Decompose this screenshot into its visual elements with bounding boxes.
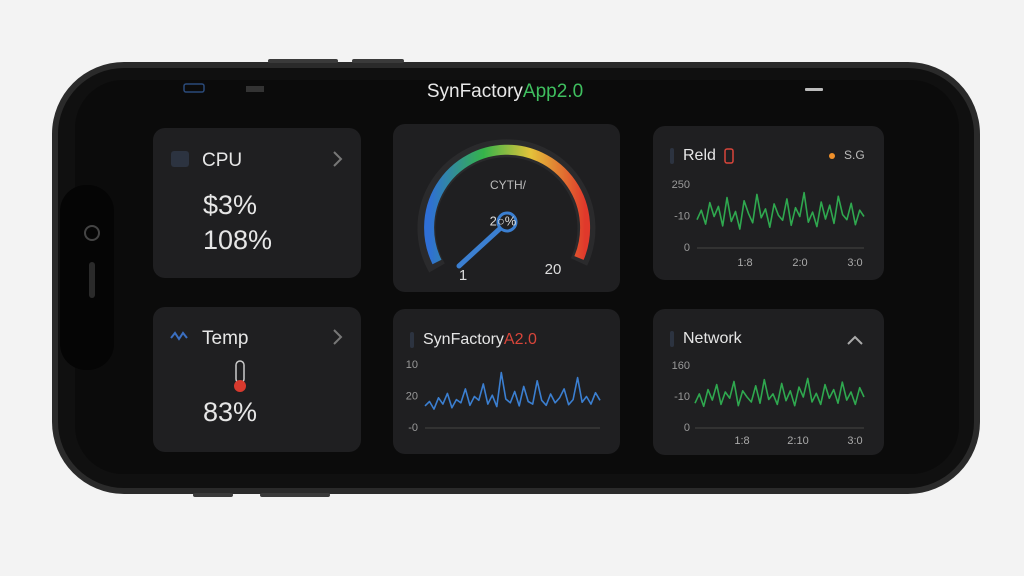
app-title: SynFactoryApp2.0	[427, 81, 583, 102]
sparkline	[694, 377, 865, 408]
x-tick-label: 3:0	[847, 257, 862, 269]
cpu-card[interactable]	[153, 128, 361, 278]
chevron[interactable]	[847, 335, 863, 345]
x-tick-label: 1:8	[737, 257, 752, 269]
side-button[interactable]	[352, 59, 404, 63]
notch	[60, 185, 114, 370]
cpu-icon	[171, 151, 189, 167]
cpu-value: 108%	[203, 225, 272, 255]
side-button[interactable]	[268, 59, 338, 63]
chart-title: SynFactoryA2.0	[423, 331, 537, 348]
chart-marker	[410, 332, 414, 348]
chart-marker	[670, 148, 674, 164]
gauge-hub	[496, 211, 518, 233]
y-tick-label: -0	[408, 422, 418, 434]
temp-card[interactable]	[153, 307, 361, 452]
cpu-label: CPU	[202, 150, 242, 171]
cpu-value: $3%	[203, 190, 257, 220]
chart-title-accent: A2.0	[504, 331, 537, 348]
y-tick-label: 20	[406, 390, 418, 402]
x-tick-label: 2:0	[792, 257, 807, 269]
chart-marker	[670, 331, 674, 347]
legend-label: S.G	[844, 148, 865, 162]
chart-title-main: Reld	[683, 147, 716, 164]
temp-value: 83%	[203, 397, 257, 427]
app-title-accent: App2.0	[523, 81, 583, 102]
app-title-main: SynFactory	[427, 81, 524, 102]
chart-card[interactable]	[393, 309, 620, 454]
y-tick-label: -10	[674, 391, 690, 403]
status-icon	[805, 88, 823, 91]
gauge-needle	[456, 221, 508, 269]
status-icon	[183, 83, 205, 93]
chart-title: Network	[683, 330, 743, 347]
camera	[84, 225, 100, 241]
legend-icon	[724, 148, 734, 164]
temp-label: Temp	[202, 328, 248, 349]
chart-title: Reld	[683, 147, 716, 164]
y-tick-label: 0	[684, 242, 690, 254]
gauge-arc	[424, 144, 591, 265]
y-tick-label: 160	[672, 360, 690, 372]
x-tick-label: 2:10	[787, 435, 808, 447]
thermometer-bulb	[234, 380, 246, 392]
gauge-min: 1	[459, 267, 467, 284]
y-tick-label: -10	[674, 210, 690, 222]
y-tick-label: 250	[672, 179, 690, 191]
temp-icon	[170, 331, 188, 341]
gauge-max: 20	[545, 261, 562, 278]
side-button[interactable]	[193, 493, 233, 497]
sparkline	[696, 191, 865, 230]
side-button[interactable]	[260, 493, 330, 497]
chart-card[interactable]	[653, 126, 884, 280]
y-tick-label: 0	[684, 422, 690, 434]
chevron[interactable]	[333, 329, 343, 345]
chart-title-main: Network	[683, 330, 743, 347]
chart-card[interactable]	[653, 309, 884, 455]
x-tick-label: 1:8	[734, 435, 749, 447]
sparkline	[424, 371, 601, 410]
x-tick-label: 3:0	[847, 435, 862, 447]
speaker	[89, 262, 95, 298]
chart-title-main: SynFactory	[423, 331, 504, 348]
gauge-label: CYTH/	[490, 178, 527, 192]
y-tick-label: 10	[406, 359, 418, 371]
chevron[interactable]	[333, 151, 343, 167]
status-icon	[246, 86, 264, 92]
legend-dot	[829, 153, 835, 159]
gauge-reading: 2○%	[490, 213, 517, 228]
